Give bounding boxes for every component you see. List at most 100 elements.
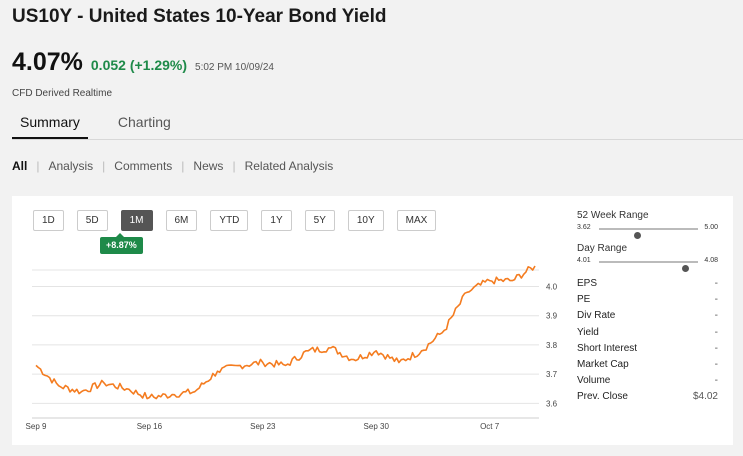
data-point[interactable] bbox=[284, 363, 288, 367]
data-point[interactable] bbox=[193, 390, 197, 394]
stat-row-eps: EPS - bbox=[577, 276, 718, 292]
data-point[interactable] bbox=[147, 396, 151, 400]
tab-charting[interactable]: Charting bbox=[117, 114, 171, 130]
filter-comments[interactable]: Comments bbox=[114, 159, 173, 173]
week52-range-label: 52 Week Range bbox=[577, 210, 649, 221]
stat-label: Prev. Close bbox=[577, 391, 628, 403]
data-point[interactable] bbox=[420, 349, 424, 353]
stat-value: - bbox=[714, 310, 718, 322]
range-10y-button[interactable]: 10Y bbox=[347, 210, 384, 231]
stat-row-market-cap: Market Cap - bbox=[577, 357, 718, 373]
main-tabs: Summary Charting bbox=[12, 112, 201, 139]
range-max-button[interactable]: MAX bbox=[396, 210, 437, 231]
data-point[interactable] bbox=[397, 360, 401, 364]
y-tick-label: 3.9 bbox=[546, 312, 558, 321]
data-point[interactable] bbox=[57, 384, 61, 388]
stat-label: PE bbox=[577, 294, 591, 306]
week52-low: 3.62 bbox=[577, 224, 591, 231]
range-5y-button[interactable]: 5Y bbox=[304, 210, 335, 231]
range-marker bbox=[633, 232, 641, 239]
day-range-label: Day Range bbox=[577, 243, 628, 254]
data-point[interactable] bbox=[125, 387, 129, 391]
range-marker bbox=[682, 265, 690, 272]
data-point[interactable] bbox=[34, 363, 38, 367]
stat-value: - bbox=[714, 326, 718, 338]
data-point[interactable] bbox=[352, 358, 356, 362]
filter-analysis[interactable]: Analysis bbox=[48, 159, 94, 173]
quote-row: 4.07% 0.052 (+1.29%) 5:02 PM 10/09/24 bbox=[12, 48, 274, 77]
stat-row-pe: PE - bbox=[577, 292, 718, 308]
price-change: 0.052 (+1.29%) bbox=[90, 57, 188, 73]
x-tick-label: Oct 7 bbox=[480, 422, 500, 431]
data-point[interactable] bbox=[306, 349, 310, 353]
tab-summary[interactable]: Summary bbox=[12, 112, 88, 139]
last-price: 4.07% bbox=[12, 48, 83, 76]
stat-row-yield: Yield - bbox=[577, 325, 718, 341]
day-high: 4.08 bbox=[704, 257, 718, 264]
range-track bbox=[599, 228, 698, 239]
stat-value: - bbox=[714, 342, 718, 354]
day-low: 4.01 bbox=[577, 257, 591, 264]
y-tick-label: 3.6 bbox=[546, 399, 558, 408]
range-track bbox=[599, 261, 698, 272]
stat-label: Market Cap bbox=[577, 358, 629, 370]
tabs-divider bbox=[12, 139, 743, 140]
data-point[interactable] bbox=[79, 390, 83, 394]
range-1m-button[interactable]: 1M bbox=[120, 210, 153, 231]
stat-value: - bbox=[714, 278, 718, 289]
page-title: US10Y - United States 10-Year Bond Yield bbox=[12, 6, 387, 27]
x-tick-label: Sep 9 bbox=[26, 422, 47, 431]
range-1d-button[interactable]: 1D bbox=[33, 210, 64, 231]
stat-row-prev-close: Prev. Close $4.02 bbox=[577, 389, 718, 405]
week52-range-bar: 3.62 5.00 bbox=[577, 221, 718, 239]
filter-all[interactable]: All bbox=[12, 159, 28, 173]
range-selector: 1D 5D 1M 6M YTD 1Y 5Y 10Y MAX bbox=[33, 210, 449, 231]
data-point[interactable] bbox=[102, 381, 106, 385]
y-tick-label: 3.8 bbox=[546, 341, 558, 350]
data-point[interactable] bbox=[510, 279, 514, 283]
stat-label: Volume bbox=[577, 375, 611, 387]
stat-label: Short Interest bbox=[577, 342, 638, 354]
stat-value: $4.02 bbox=[692, 391, 718, 403]
x-tick-label: Sep 30 bbox=[364, 422, 390, 431]
stat-label: Yield bbox=[577, 326, 599, 338]
stats-list: EPS - PE - Div Rate - Yield - Short Interest… bbox=[577, 276, 718, 406]
stat-label: EPS bbox=[577, 278, 598, 289]
stat-value: - bbox=[714, 358, 718, 370]
y-tick-label: 4.0 bbox=[546, 282, 558, 291]
chart-card: 4.0 3.9 3.8 3.7 3.6 Sep 9 Sep 16 Sep 23 Sep 30 Oc… bbox=[12, 196, 733, 445]
data-point[interactable] bbox=[329, 346, 333, 350]
range-6m-button[interactable]: 6M bbox=[165, 210, 198, 231]
content-filter-nav: All | Analysis | Comments | News | Relat… bbox=[12, 159, 333, 173]
stat-row-div-rate: Div Rate - bbox=[577, 308, 718, 324]
day-range-bar: 4.01 4.08 bbox=[577, 254, 718, 272]
filter-related-analysis[interactable]: Related Analysis bbox=[244, 159, 334, 173]
week52-high: 5.00 bbox=[704, 224, 718, 231]
data-source-note: CFD Derived Realtime bbox=[12, 88, 113, 99]
data-point[interactable] bbox=[238, 363, 242, 367]
data-point[interactable] bbox=[374, 349, 378, 353]
range-1y-button[interactable]: 1Y bbox=[261, 210, 292, 231]
data-point[interactable] bbox=[533, 264, 537, 268]
range-5d-button[interactable]: 5D bbox=[76, 210, 108, 231]
series-line bbox=[35, 265, 536, 400]
range-performance-badge: +8.87% bbox=[100, 233, 143, 254]
stat-row-short-interest: Short Interest - bbox=[577, 341, 718, 357]
filter-news[interactable]: News bbox=[193, 159, 224, 173]
stat-row-volume: Volume - bbox=[577, 373, 718, 389]
stat-value: - bbox=[714, 294, 718, 306]
data-point[interactable] bbox=[488, 279, 492, 283]
divider: | bbox=[232, 159, 236, 173]
data-point[interactable] bbox=[442, 328, 446, 332]
range-ytd-button[interactable]: YTD bbox=[210, 210, 249, 231]
price-chart: 4.0 3.9 3.8 3.7 3.6 Sep 9 Sep 16 Sep 23 Sep 30 Oc… bbox=[26, 264, 558, 431]
data-point[interactable] bbox=[261, 360, 265, 364]
data-point[interactable] bbox=[170, 393, 174, 397]
divider: | bbox=[36, 159, 40, 173]
divider: | bbox=[181, 159, 185, 173]
quote-timestamp: 5:02 PM 10/09/24 bbox=[195, 62, 274, 73]
stat-label: Div Rate bbox=[577, 310, 616, 322]
data-point[interactable] bbox=[465, 290, 469, 294]
x-tick-label: Sep 23 bbox=[250, 422, 276, 431]
data-point[interactable] bbox=[215, 369, 219, 373]
